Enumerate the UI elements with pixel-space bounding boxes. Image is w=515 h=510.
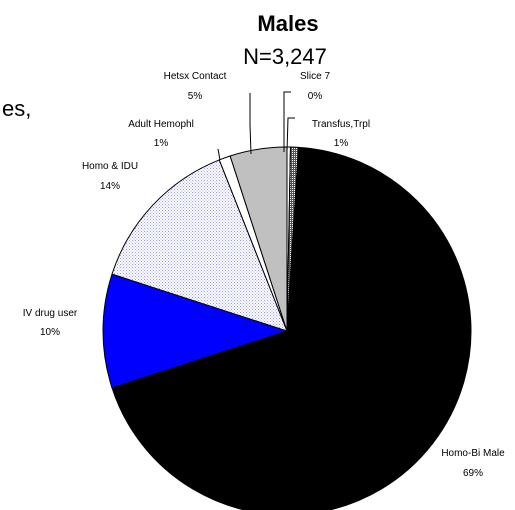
label-slice7-name: Slice 7 (300, 71, 330, 82)
label-transfus-pct: 1% (334, 138, 349, 149)
chart-title: Males (257, 11, 318, 36)
label-iv-drug-pct: 10% (40, 327, 60, 338)
label-iv-drug-name: IV drug user (23, 308, 78, 319)
pie-slices (102, 146, 472, 510)
label-transfus-name: Transfus,Trpl (312, 119, 370, 130)
pie-slice-homo-bi-male (111, 146, 472, 510)
label-homo-idu-name: Homo & IDU (82, 161, 138, 172)
leader-transfus (286, 117, 295, 153)
leader-lines (217, 91, 295, 161)
clipped-text: es, (2, 96, 31, 121)
label-homo-idu-pct: 14% (100, 181, 120, 192)
label-hetsx-name: Hetsx Contact (164, 71, 227, 82)
label-hetsx-pct: 5% (188, 91, 203, 102)
pie-slice-homo-idu (111, 159, 288, 332)
leader-hetsx (249, 93, 252, 155)
label-homo-bi-pct: 69% (463, 468, 483, 479)
pie-slice-iv-drug-user (102, 273, 289, 389)
label-adult-hemophl-pct: 1% (154, 138, 169, 149)
chart-subtitle: N=3,247 (243, 44, 327, 69)
leader-slice7 (283, 91, 291, 152)
label-homo-bi-name: Homo-Bi Male (441, 448, 505, 459)
label-adult-hemophl-name: Adult Hemophl (128, 119, 194, 130)
slice-labels: Hetsx Contact 5% Slice 7 0% Adult Hemoph… (23, 71, 505, 479)
label-slice7-pct: 0% (308, 91, 323, 102)
leader-adult-hemophl (217, 148, 221, 161)
